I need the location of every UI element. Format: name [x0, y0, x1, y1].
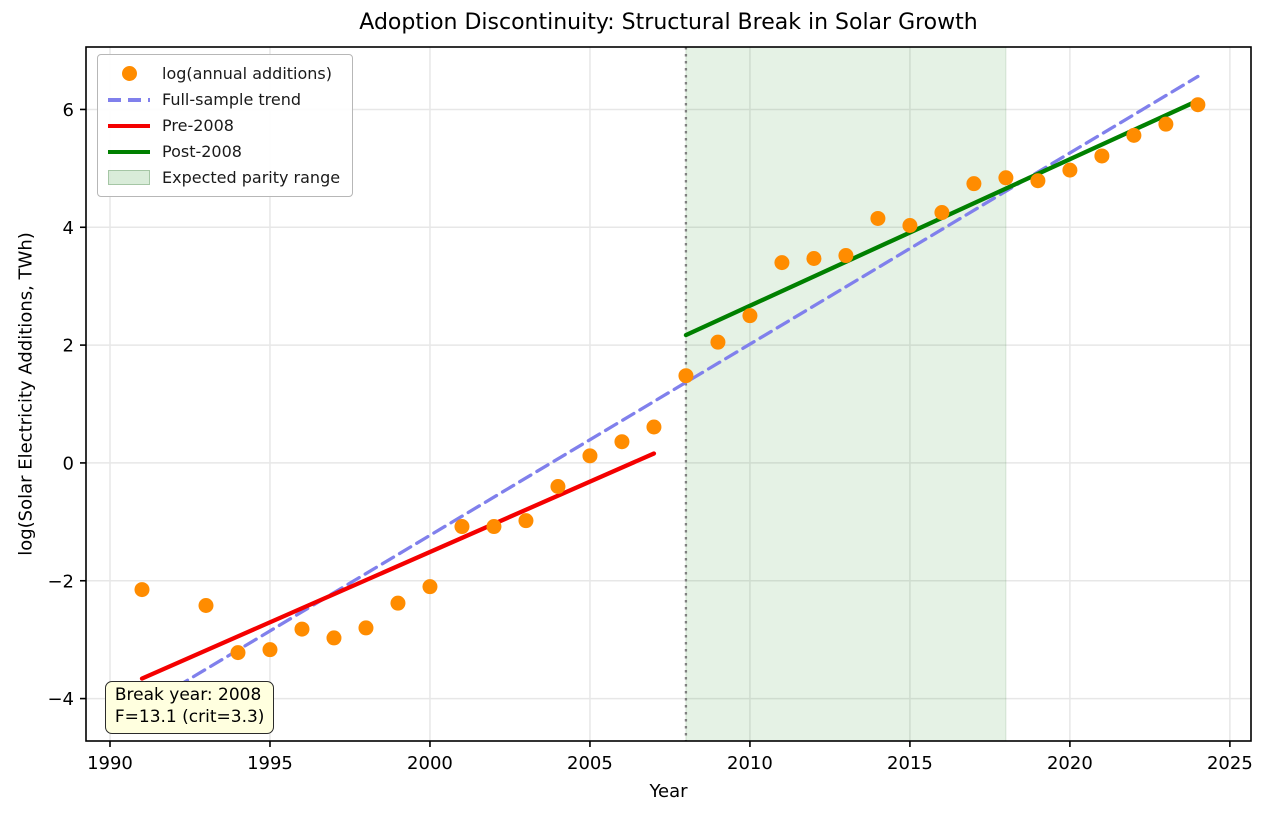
scatter-point	[1126, 127, 1142, 143]
scatter-point	[390, 595, 406, 611]
legend-item-pre-2008: Pre-2008	[108, 116, 340, 135]
x-tick-label: 2020	[1047, 753, 1093, 774]
x-tick-label: 1995	[247, 753, 293, 774]
y-tick-label: 4	[63, 218, 74, 239]
scatter-point	[358, 620, 374, 636]
scatter-point	[550, 478, 566, 494]
x-tick-label: 2025	[1207, 753, 1253, 774]
scatter-point	[934, 205, 950, 221]
x-tick-label: 2005	[567, 753, 613, 774]
x-tick-label: 1990	[87, 753, 133, 774]
red-line-icon	[108, 123, 150, 128]
legend-label: Post-2008	[162, 142, 242, 161]
x-axis-label: Year	[649, 781, 688, 802]
scatter-marker-icon	[108, 66, 150, 81]
scatter-point	[966, 176, 982, 192]
y-tick-label: 6	[63, 100, 74, 121]
scatter-point	[294, 621, 310, 637]
x-tick-label: 2010	[727, 753, 773, 774]
dashed-line-icon	[108, 97, 150, 102]
legend-item-scatter: log(annual additions)	[108, 64, 340, 83]
scatter-point	[838, 248, 854, 264]
annotation-line-1: Break year: 2008	[114, 685, 262, 706]
scatter-point	[518, 513, 534, 529]
break-annotation-box: Break year: 2008 F=13.1 (crit=3.3)	[104, 681, 275, 734]
scatter-point	[422, 579, 438, 595]
scatter-point	[1062, 162, 1078, 178]
scatter-point	[678, 368, 694, 384]
chart-title: Adoption Discontinuity: Structural Break…	[359, 10, 978, 35]
scatter-point	[262, 642, 278, 658]
y-tick-label: 0	[63, 453, 74, 474]
scatter-point	[198, 597, 214, 613]
scatter-point	[870, 210, 886, 226]
y-tick-label: −4	[47, 689, 74, 710]
scatter-point	[806, 250, 822, 266]
legend-item-parity-band: Expected parity range	[108, 168, 340, 187]
y-tick-label: −2	[47, 571, 74, 592]
green-line-icon	[108, 149, 150, 154]
legend-label: log(annual additions)	[162, 64, 332, 83]
scatter-point	[582, 448, 598, 464]
legend-item-post-2008: Post-2008	[108, 142, 340, 161]
scatter-point	[486, 519, 502, 535]
scatter-point	[326, 630, 342, 646]
x-tick-label: 2000	[407, 753, 453, 774]
scatter-point	[646, 419, 662, 435]
scatter-point	[1094, 148, 1110, 164]
scatter-point	[1030, 173, 1046, 189]
scatter-point	[742, 308, 758, 324]
legend-label: Pre-2008	[162, 116, 234, 135]
legend-item-full-sample-trend: Full-sample trend	[108, 90, 340, 109]
y-tick-label: 2	[63, 336, 74, 357]
scatter-point	[134, 582, 150, 598]
y-axis-label: log(Solar Electricity Additions, TWh)	[15, 232, 37, 556]
scatter-point	[902, 218, 918, 234]
scatter-point	[454, 519, 470, 535]
pre-2008-line	[139, 451, 657, 681]
scatter-point	[1158, 116, 1174, 132]
band-patch-icon	[108, 170, 150, 185]
legend: log(annual additions) Full-sample trend …	[97, 54, 354, 197]
scatter-point	[614, 434, 630, 450]
axes-spines	[85, 46, 1252, 742]
scatter-point	[998, 170, 1014, 186]
scatter-point	[230, 645, 246, 661]
x-tick-label: 2015	[887, 753, 933, 774]
scatter-point	[710, 334, 726, 350]
parity-band	[685, 46, 1007, 742]
scatter-point	[1190, 97, 1206, 113]
legend-label: Full-sample trend	[162, 90, 302, 109]
annotation-line-2: F=13.1 (crit=3.3)	[114, 707, 265, 728]
scatter-point	[774, 255, 790, 271]
legend-label: Expected parity range	[162, 168, 341, 187]
